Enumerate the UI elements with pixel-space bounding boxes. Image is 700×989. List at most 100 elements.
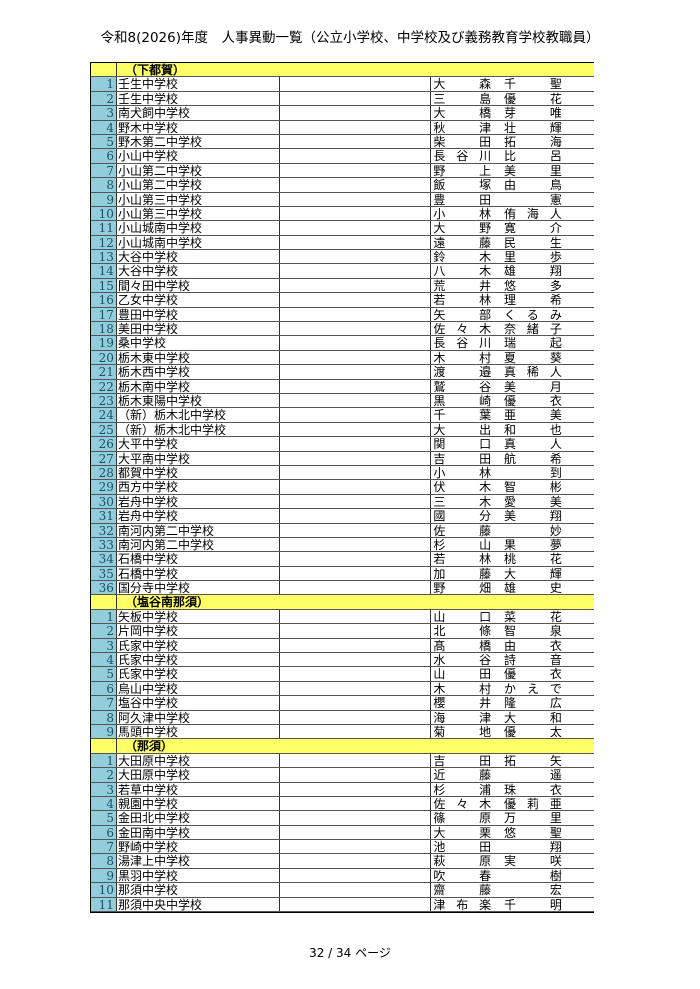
table-row: 1 大田原中学校 吉田 拓矢	[91, 753, 594, 769]
given-name: 里歩	[504, 250, 562, 265]
row-number: 19	[91, 336, 117, 350]
row-number: 29	[91, 480, 117, 494]
school-name: 金田南中学校	[117, 825, 280, 840]
family-name: 國分	[433, 509, 492, 524]
teacher-name: 北條 智泉	[431, 624, 594, 638]
blank-cell	[280, 149, 432, 163]
blank-cell	[280, 609, 432, 624]
school-name: 塩谷中学校	[117, 696, 280, 710]
given-name: 悠多	[504, 278, 562, 293]
section-header-row: （塩谷南那須）	[91, 595, 594, 610]
blank-cell	[280, 581, 432, 595]
family-name: 長谷川	[433, 149, 492, 164]
school-name: 金田北中学校	[117, 811, 280, 825]
family-name: 海津	[433, 710, 492, 725]
table-row: 26 大平中学校 関口 真人	[91, 437, 594, 452]
teacher-name: 杉山 果夢	[431, 538, 594, 552]
blank-cell	[280, 825, 432, 840]
blank-cell	[280, 782, 432, 796]
row-number: 2	[91, 91, 117, 106]
family-name: 秋津	[433, 120, 492, 135]
school-name: 大谷中学校	[117, 264, 280, 278]
teacher-name: 小林 侑海人	[431, 207, 594, 221]
school-name: 大田原中学校	[117, 768, 280, 782]
blank-cell	[280, 465, 432, 480]
given-name: 智彬	[504, 480, 562, 495]
table-row: 9 小山第三中学校 豊田 憲	[91, 192, 594, 207]
row-number: 6	[91, 681, 117, 696]
given-name: 珠衣	[504, 782, 562, 797]
table-row: 28 都賀中学校 小林 到	[91, 465, 594, 481]
given-name: 航希	[504, 451, 562, 466]
teacher-name: 大橋 芽唯	[431, 106, 594, 120]
family-name: 若林	[433, 293, 492, 308]
blank-cell	[280, 264, 432, 278]
teacher-name: 津布楽 千明	[431, 897, 594, 912]
school-name: （新）栃木北中学校	[117, 408, 280, 422]
teacher-name: 齋藤 宏	[431, 883, 594, 897]
table-row: 27 大平南中学校 吉田 航希	[91, 451, 594, 466]
row-number: 21	[91, 365, 117, 379]
school-name: 間々田中学校	[117, 278, 280, 293]
teacher-name: 近藤 遥	[431, 768, 594, 783]
row-number: 12	[91, 235, 117, 250]
table-row: 31 岩舟中学校 國分 美翔	[91, 509, 594, 524]
given-name: 夏葵	[504, 350, 562, 365]
table-row: 18 美田中学校 佐々木 奈緒子	[91, 322, 594, 337]
teacher-name: 若林 桃花	[431, 552, 594, 566]
teacher-name: 飯塚 由鳥	[431, 178, 594, 193]
row-number: 10	[91, 883, 117, 897]
blank-cell	[280, 278, 432, 293]
school-name: 桑中学校	[117, 336, 280, 350]
given-name: 雄史	[504, 581, 562, 596]
given-name: 真稀人	[504, 365, 562, 380]
given-name: 千明	[504, 897, 562, 912]
row-number: 11	[91, 221, 117, 235]
teacher-name: 加藤 大輝	[431, 567, 594, 581]
row-number: 24	[91, 408, 117, 422]
table-row: 25 （新）栃木北中学校 大出 和也	[91, 422, 594, 438]
section-name: （那須）	[125, 739, 174, 753]
teacher-name: 黒崎 優衣	[431, 393, 594, 408]
family-name: 飯塚	[433, 178, 492, 193]
given-name: 優衣	[504, 667, 562, 682]
school-name: 岩舟中学校	[117, 509, 280, 523]
family-name: 黒崎	[433, 393, 492, 408]
given-name: 妙	[549, 523, 562, 538]
given-name: 美里	[504, 163, 562, 178]
row-number: 6	[91, 149, 117, 163]
table-row: 15 間々田中学校 荒井 悠多	[91, 278, 594, 294]
given-name: 樹	[549, 868, 562, 883]
table-row: 3 若草中学校 杉浦 珠衣	[91, 782, 594, 797]
family-name: 近藤	[433, 768, 492, 783]
blank-cell	[280, 710, 432, 724]
blank-cell	[280, 624, 432, 638]
family-name: 篠原	[433, 811, 492, 826]
table-row: 13 大谷中学校 鈴木 里歩	[91, 250, 594, 265]
row-number: 4	[91, 653, 117, 667]
given-name: 拓海	[504, 134, 562, 149]
blank-cell	[280, 235, 432, 250]
blank-cell	[280, 566, 432, 581]
family-name: 三木	[433, 494, 492, 509]
blank-cell	[280, 163, 432, 178]
school-name: 大平中学校	[117, 437, 280, 451]
school-name: 国分寺中学校	[117, 581, 280, 595]
teacher-name: 小林 到	[431, 465, 594, 480]
family-name: 萩原	[433, 854, 492, 869]
section-header-row: （那須）	[91, 739, 594, 754]
blank-cell	[280, 307, 432, 322]
family-name: 佐々木	[433, 322, 492, 337]
blank-cell	[280, 753, 432, 768]
school-name: 野崎中学校	[117, 840, 280, 854]
school-name: 栃木東陽中学校	[117, 393, 280, 408]
given-name: 到	[549, 465, 562, 480]
family-name: 鈴木	[433, 250, 492, 265]
teacher-name: 柴田 拓海	[431, 134, 594, 149]
school-name: 大田原中学校	[117, 753, 280, 768]
table-row: 17 豊田中学校 矢部 くるみ	[91, 307, 594, 323]
given-name: 理希	[504, 293, 562, 308]
blank-cell	[280, 365, 432, 379]
teacher-name: 野上 美里	[431, 163, 594, 178]
blank-cell	[280, 192, 432, 206]
